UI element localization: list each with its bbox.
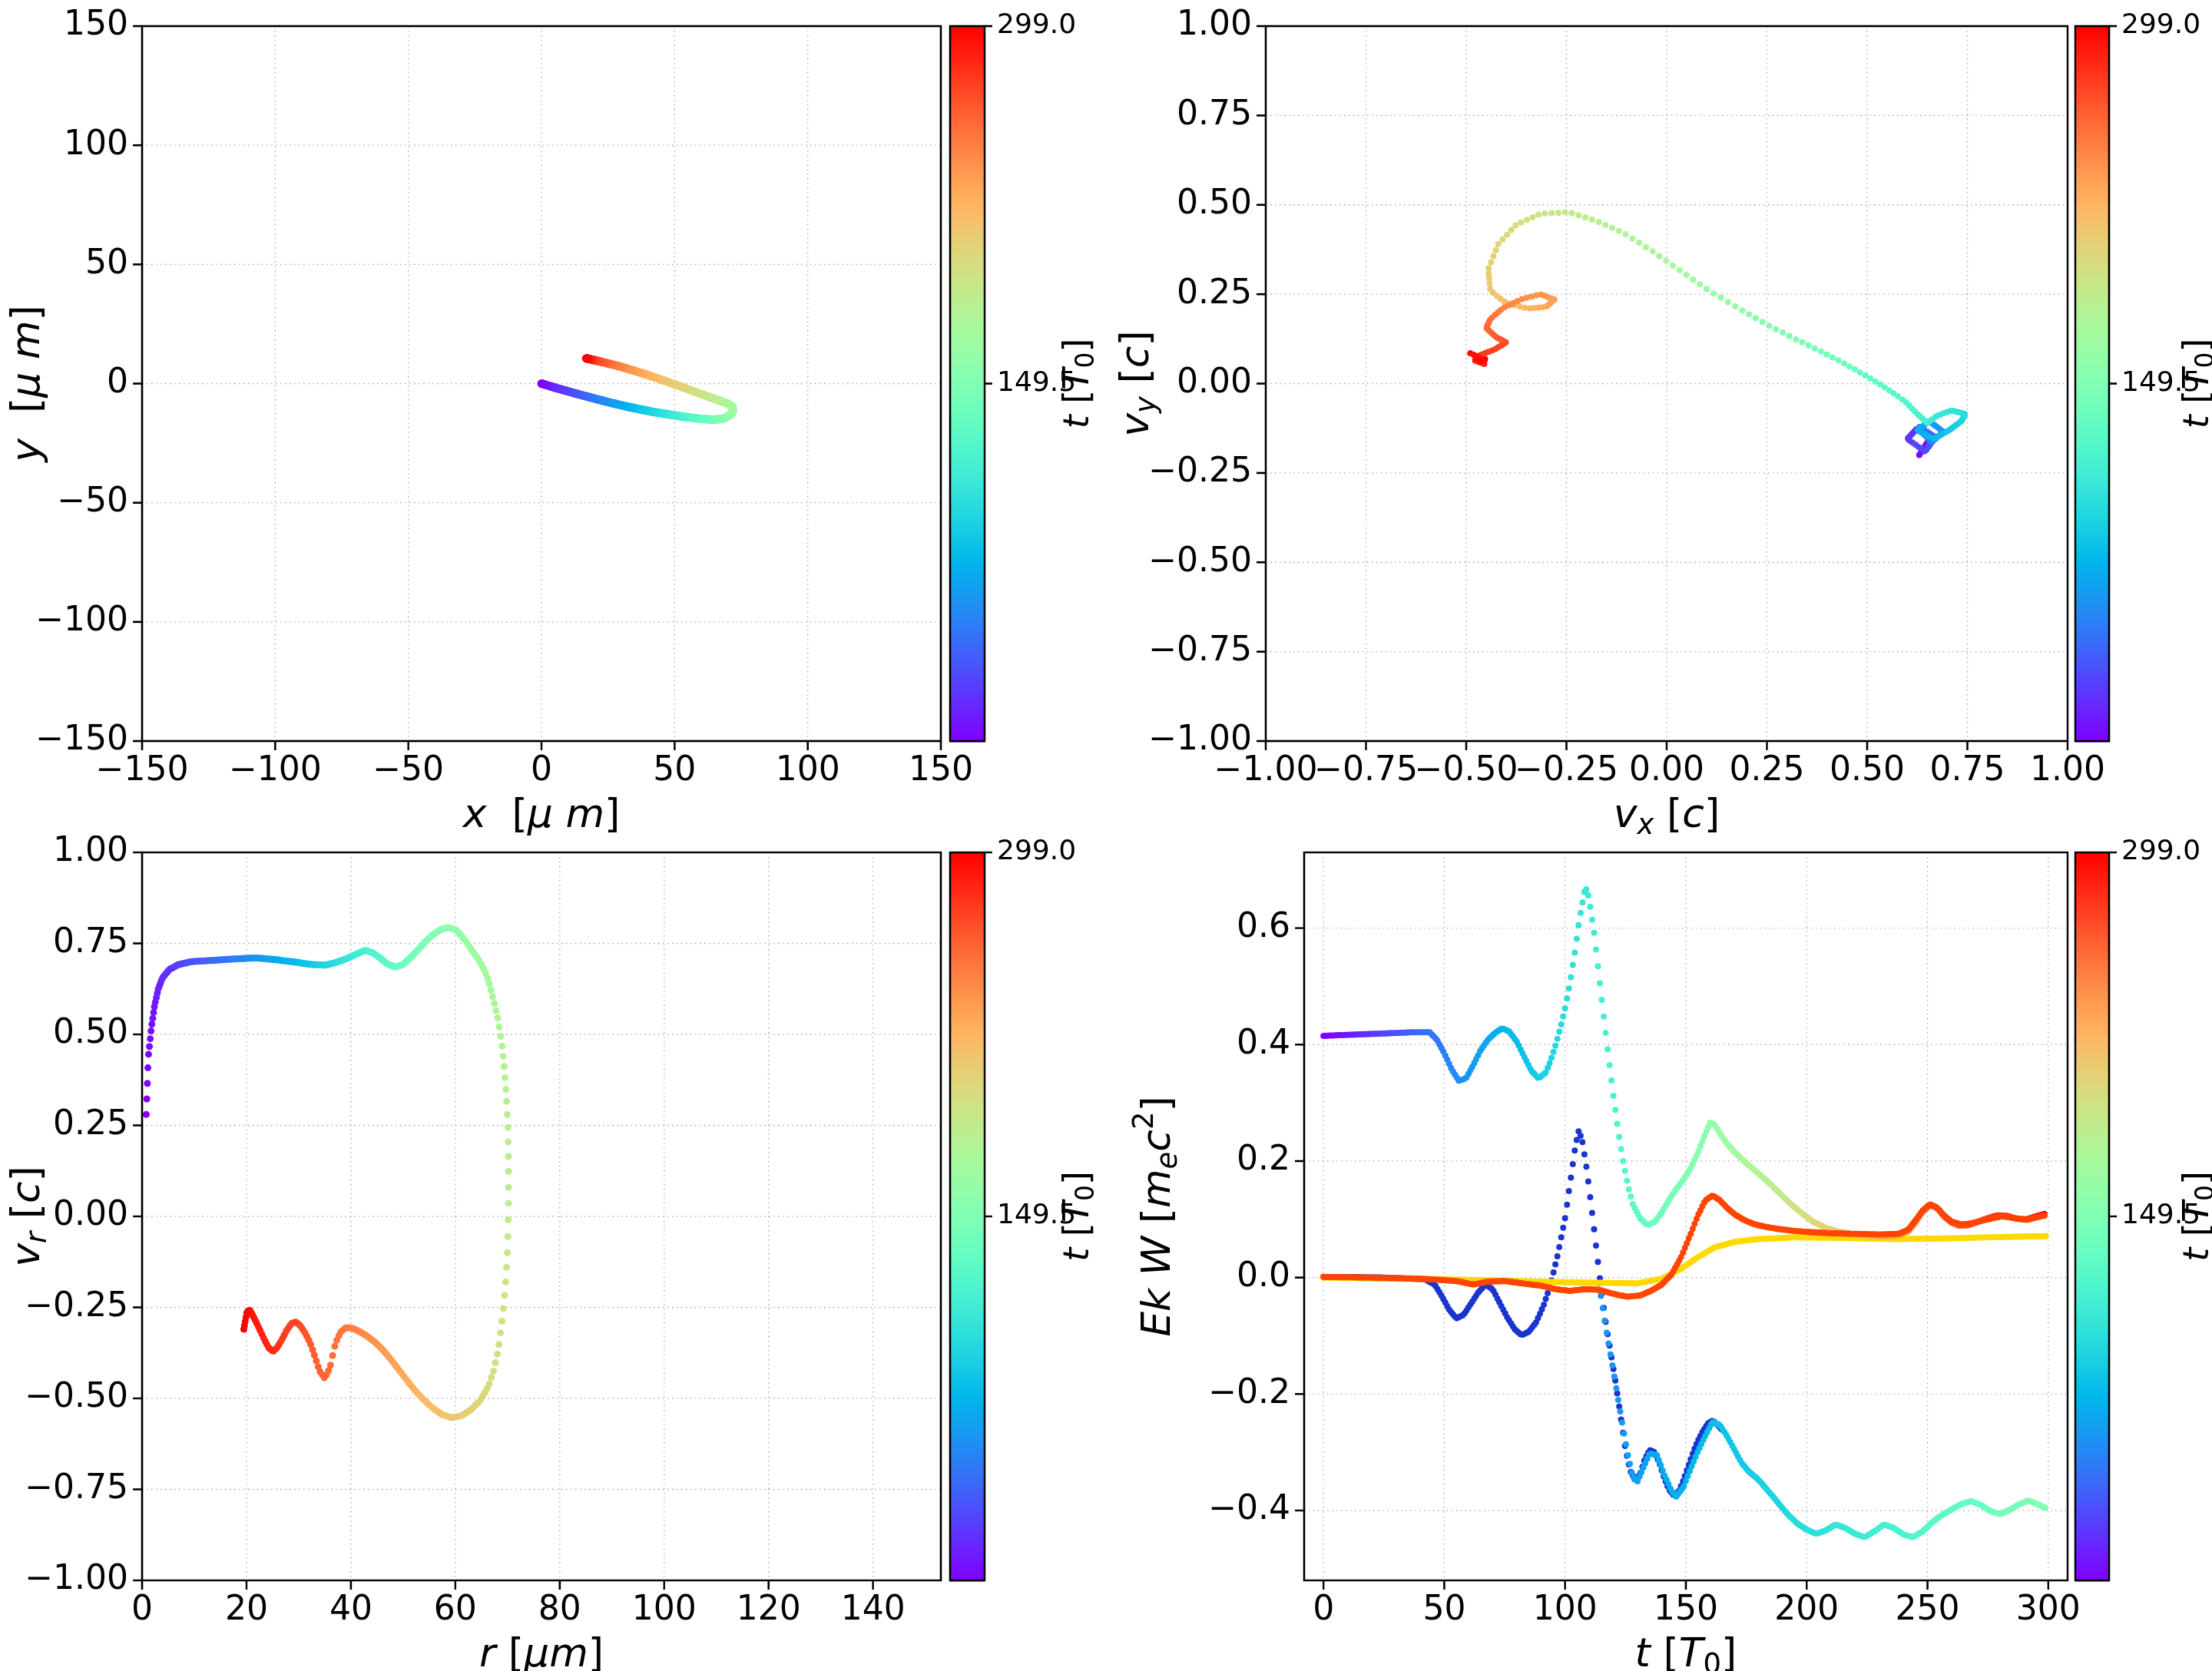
subplot-r-vr	[0, 836, 1106, 1671]
subplot-energy-work-time	[1106, 836, 2212, 1671]
subplot-velocity-vx-vy	[1106, 0, 2212, 836]
subplot-xy-trajectory	[0, 0, 1106, 836]
